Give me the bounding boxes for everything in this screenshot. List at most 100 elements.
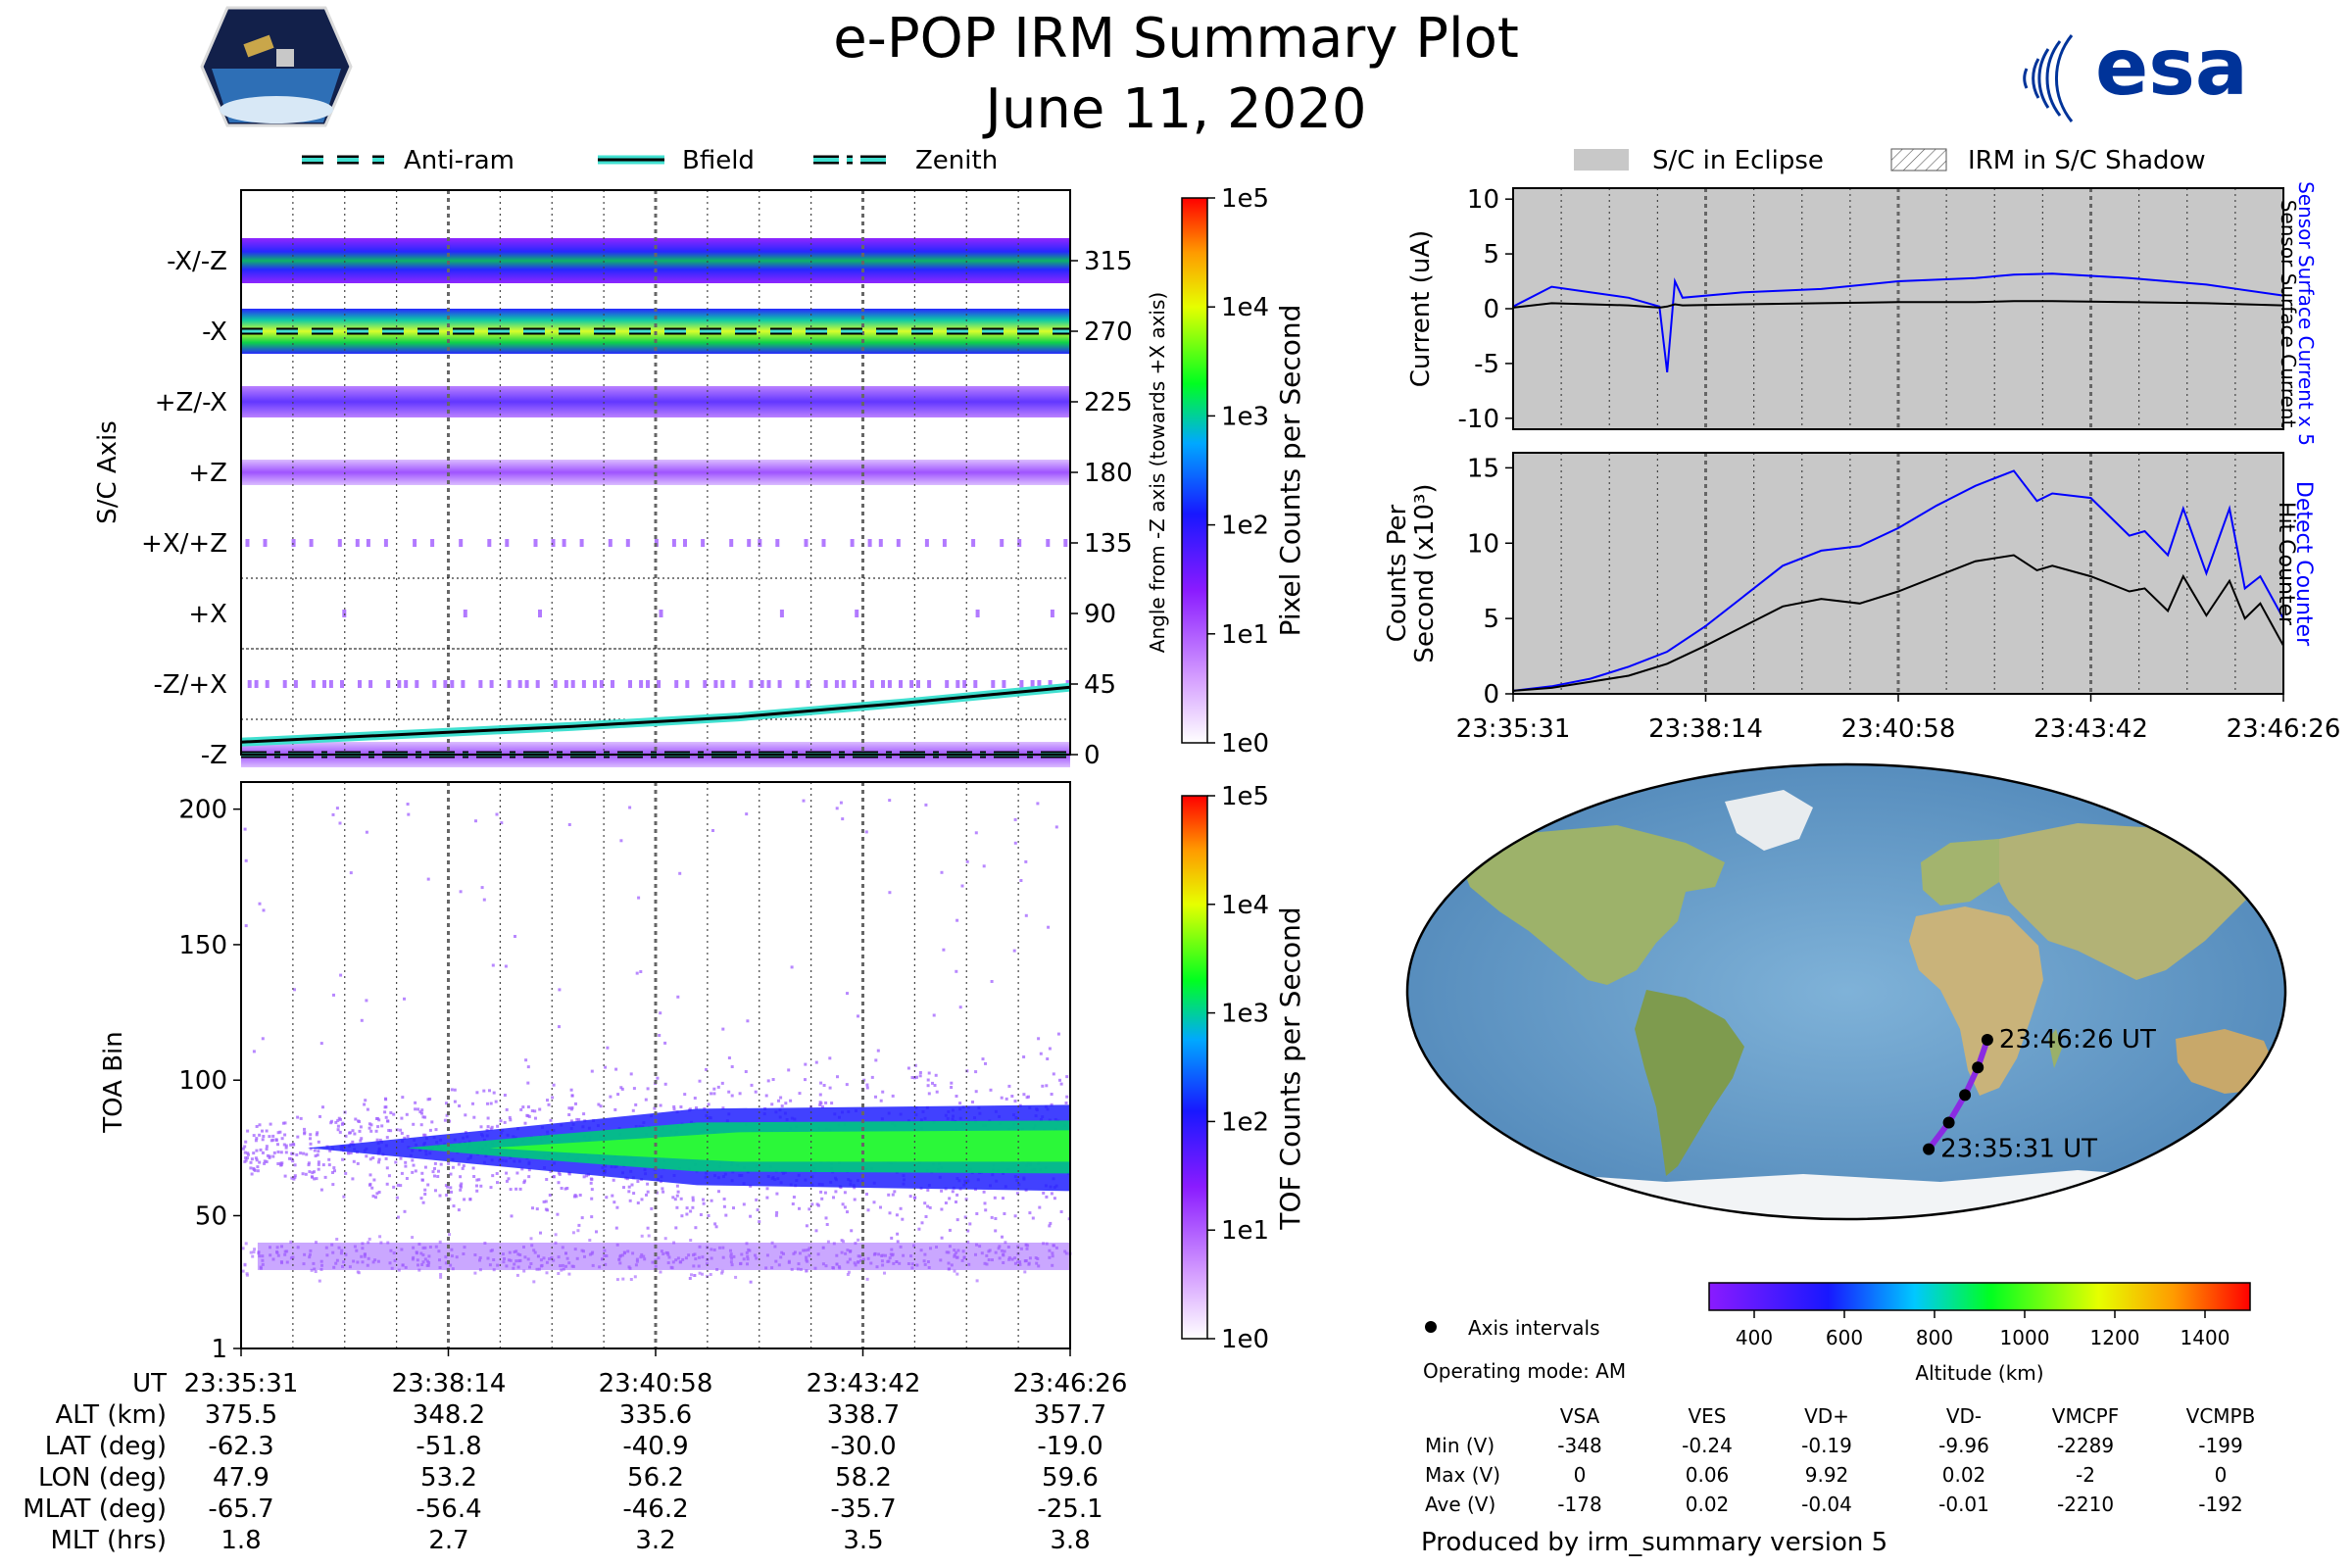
toa-point	[459, 890, 463, 894]
xtick-label: 23:43:42	[2034, 714, 2148, 744]
toa-point	[296, 1246, 300, 1250]
toa-point	[790, 965, 794, 969]
sc-band-speck	[386, 680, 391, 688]
toa-point	[368, 1126, 371, 1130]
toa-point	[327, 1163, 331, 1167]
toa-point	[405, 1112, 409, 1116]
toa-point	[451, 1267, 455, 1271]
toa-point	[661, 1187, 664, 1191]
toa-point	[702, 1201, 706, 1205]
toa-point	[339, 973, 343, 977]
toa-point	[962, 1255, 966, 1259]
toa-point	[528, 1265, 531, 1269]
toa-point	[244, 858, 248, 862]
toa-point	[423, 1165, 427, 1169]
toa-point	[574, 1102, 577, 1105]
toa-point	[920, 1221, 924, 1225]
orbit-cell: 47.9	[213, 1463, 270, 1493]
toa-point	[289, 1143, 293, 1147]
toa-point	[613, 1107, 617, 1111]
toa-point	[629, 1278, 633, 1281]
toa-point	[567, 1106, 571, 1110]
toa-point	[749, 1280, 753, 1284]
toa-point	[595, 1230, 598, 1234]
toa-point	[715, 1268, 719, 1271]
toa-point	[449, 1263, 453, 1267]
toa-point	[685, 1206, 689, 1210]
sc-axis-label-3: +Z	[188, 459, 227, 488]
toa-point	[983, 1201, 987, 1205]
toa-point	[571, 1264, 575, 1268]
toa-point	[730, 1065, 734, 1068]
voltage-row-label: Min (V)	[1425, 1434, 1494, 1457]
toa-point	[368, 1183, 371, 1187]
toa-point	[462, 1252, 466, 1255]
toa-point	[857, 1254, 860, 1258]
toa-point	[841, 817, 845, 821]
toa-point	[985, 1253, 989, 1257]
toa-point	[697, 1264, 701, 1268]
sc-axis-label-7: -Z	[201, 741, 227, 770]
toa-point	[495, 812, 499, 816]
toa-point	[509, 1258, 513, 1262]
toa-point	[380, 1124, 384, 1128]
ytick-label: 0	[1483, 295, 1499, 324]
toa-point	[866, 1256, 870, 1260]
ytick-label: 5	[1483, 605, 1499, 634]
orbit-row-label: MLAT (deg)	[23, 1494, 167, 1524]
toa-point	[659, 1103, 662, 1107]
tof-colorbar: 1e5 1e4 1e3 1e2 1e1 1e0 TOF Counts per Second	[1181, 782, 1306, 1354]
toa-point	[426, 1183, 430, 1187]
toa-point	[953, 1254, 956, 1258]
toa-point	[296, 1135, 300, 1139]
axis-interval-marker	[1923, 1143, 1936, 1155]
toa-point	[683, 1093, 687, 1097]
toa-point	[631, 1251, 635, 1255]
toa-point	[276, 1253, 280, 1257]
orbit-cell: -56.4	[416, 1494, 481, 1524]
sc-band-speck	[685, 680, 690, 688]
toa-point	[635, 1259, 639, 1263]
toa-point	[729, 1249, 732, 1252]
toa-point	[358, 1129, 362, 1133]
toa-point	[720, 1269, 724, 1273]
toa-point	[332, 1166, 336, 1170]
toa-point	[967, 1262, 971, 1266]
voltage-header: VD+	[1804, 1404, 1849, 1428]
toa-point	[565, 1187, 569, 1190]
sc-band-speck	[852, 680, 857, 688]
toa-point	[912, 1244, 915, 1248]
sc-band-speck	[562, 539, 566, 547]
toa-point	[246, 1156, 249, 1160]
toa-point	[888, 799, 892, 803]
toa-point	[667, 1255, 671, 1259]
toa-point	[626, 1250, 630, 1253]
toa-point	[598, 1265, 602, 1269]
toa-point	[605, 1196, 609, 1200]
toa-point	[625, 1177, 629, 1181]
toa-point	[561, 1246, 564, 1250]
toa-point	[846, 1260, 850, 1264]
toa-point	[886, 1259, 890, 1263]
ytick-label: 10	[1467, 529, 1499, 559]
toa-point	[612, 1178, 615, 1182]
voltage-header: VCMPB	[2186, 1404, 2256, 1428]
toa-point	[309, 1137, 312, 1141]
toa-point	[1004, 1241, 1007, 1245]
voltage-header: VSA	[1560, 1404, 1600, 1428]
toa-point	[908, 1195, 912, 1199]
toa-point	[488, 1263, 492, 1267]
toa-point	[998, 1256, 1002, 1260]
toa-point	[808, 1247, 811, 1250]
toa-ylabel: TOA Bin	[99, 1031, 128, 1133]
toa-point	[865, 1086, 869, 1090]
toa-point	[256, 1169, 260, 1173]
toa-point	[482, 1089, 486, 1093]
colorbar-tick-label: 1e2	[1221, 1107, 1269, 1137]
toa-point	[1019, 879, 1023, 882]
satellite-icon	[243, 34, 274, 58]
toa-point	[821, 1262, 825, 1266]
toa-point	[369, 1123, 373, 1127]
toa-point	[280, 1161, 284, 1165]
toa-ytick-label: 50	[195, 1202, 227, 1232]
